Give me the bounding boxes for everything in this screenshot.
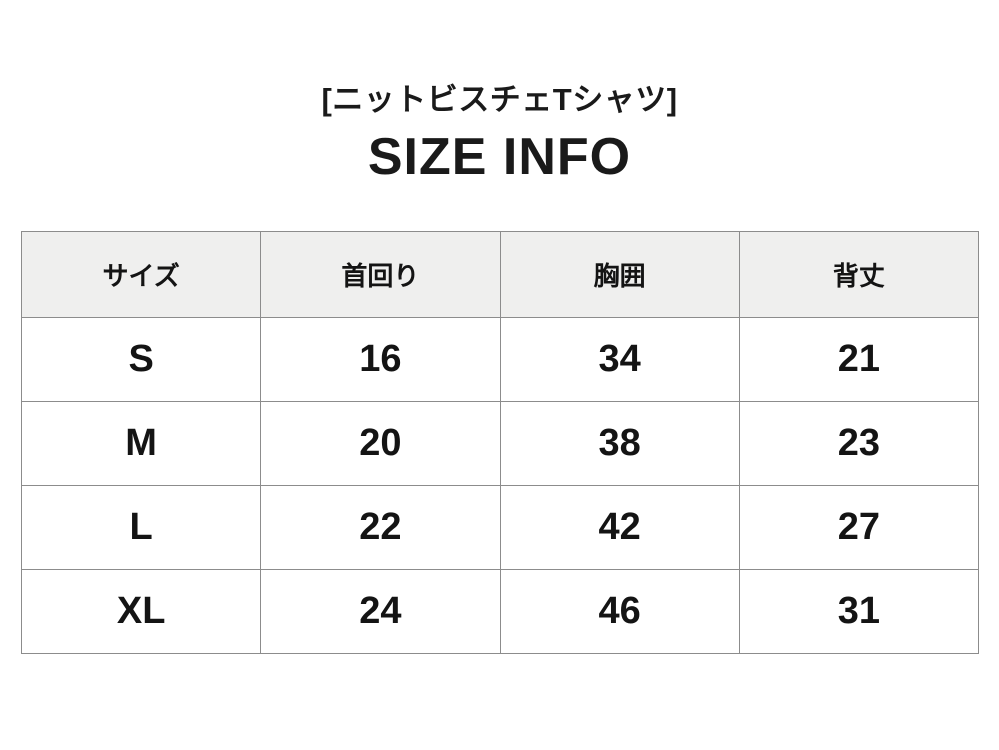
column-header-back-length: 背丈 — [738, 231, 980, 318]
size-table: サイズ 首回り 胸囲 背丈 S 16 34 21 M 20 38 23 L 22 — [20, 231, 980, 654]
column-header-neck: 首回り — [260, 231, 501, 318]
table-cell: 22 — [260, 485, 501, 570]
size-label: S — [20, 317, 262, 402]
table-cell: 42 — [499, 485, 740, 570]
table-cell: 34 — [499, 317, 740, 402]
table-cell: 20 — [260, 401, 501, 486]
table-cell: 38 — [499, 401, 740, 486]
column-header-size: サイズ — [20, 231, 262, 318]
size-label: XL — [20, 569, 262, 654]
table-cell: 27 — [738, 485, 980, 570]
column-header-chest: 胸囲 — [499, 231, 740, 318]
table-cell: 31 — [738, 569, 980, 654]
table-row-s: S 16 34 21 — [20, 317, 980, 402]
table-row-l: L 22 42 27 — [20, 485, 980, 570]
table-cell: 21 — [738, 317, 980, 402]
size-label: L — [20, 485, 262, 570]
table-cell: 46 — [499, 569, 740, 654]
table-cell: 24 — [260, 569, 501, 654]
size-table-head: サイズ 首回り 胸囲 背丈 — [20, 231, 980, 318]
header-row: サイズ 首回り 胸囲 背丈 — [20, 231, 980, 318]
product-title: [ニットビスチェTシャツ] — [321, 82, 678, 117]
size-table-body: S 16 34 21 M 20 38 23 L 22 42 27 XL 24 4… — [20, 317, 980, 654]
table-cell: 16 — [260, 317, 501, 402]
table-row-m: M 20 38 23 — [20, 401, 980, 486]
table-row-xl: XL 24 46 31 — [20, 569, 980, 654]
table-cell: 23 — [738, 401, 980, 486]
size-label: M — [20, 401, 262, 486]
size-info-heading: SIZE INFO — [367, 128, 632, 186]
